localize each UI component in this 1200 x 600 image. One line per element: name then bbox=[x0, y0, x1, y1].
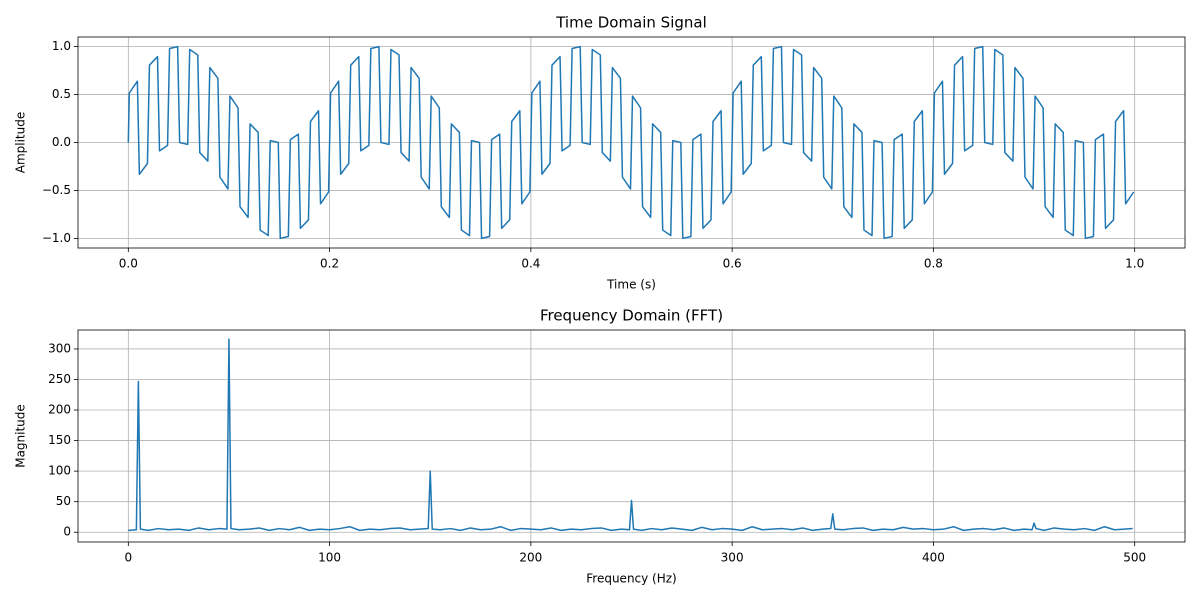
x-tick-label: 0.6 bbox=[723, 257, 742, 271]
y-tick-label: 100 bbox=[48, 464, 71, 478]
x-tick-label: 500 bbox=[1123, 551, 1146, 565]
y-tick-label: 0 bbox=[63, 525, 71, 539]
y-tick-label: 1.0 bbox=[52, 39, 71, 53]
series-line bbox=[128, 338, 1133, 532]
x-tick-label: 0.4 bbox=[521, 257, 540, 271]
y-axis-label: Magnitude bbox=[14, 404, 28, 468]
axes-frame bbox=[77, 36, 1186, 249]
x-tick-label: 0.2 bbox=[320, 257, 339, 271]
x-axis-label: Time (s) bbox=[606, 278, 656, 292]
x-tick-label: 200 bbox=[519, 551, 542, 565]
axes-frame bbox=[77, 329, 1186, 543]
x-tick-label: 400 bbox=[922, 551, 945, 565]
series-line bbox=[127, 45, 1135, 240]
chart-title: Time Domain Signal bbox=[555, 14, 707, 32]
x-tick-label: 1.0 bbox=[1125, 257, 1144, 271]
x-tick-label: 0.8 bbox=[924, 257, 943, 271]
y-tick-label: −0.5 bbox=[42, 183, 71, 197]
x-tick-label: 0 bbox=[124, 551, 132, 565]
x-axis-label: Frequency (Hz) bbox=[586, 572, 677, 586]
y-tick-label: 0.0 bbox=[52, 135, 71, 149]
x-tick-label: 100 bbox=[318, 551, 341, 565]
y-tick-label: 300 bbox=[48, 341, 71, 355]
y-axis-label: Amplitude bbox=[14, 112, 28, 174]
y-tick-label: 200 bbox=[48, 403, 71, 417]
x-tick-label: 300 bbox=[721, 551, 744, 565]
y-tick-label: −1.0 bbox=[42, 231, 71, 245]
y-tick-label: 250 bbox=[48, 372, 71, 386]
y-tick-label: 50 bbox=[56, 494, 71, 508]
chart-title: Frequency Domain (FFT) bbox=[540, 307, 723, 325]
x-tick-label: 0.0 bbox=[119, 257, 138, 271]
y-tick-label: 150 bbox=[48, 433, 71, 447]
y-tick-label: 0.5 bbox=[52, 87, 71, 101]
